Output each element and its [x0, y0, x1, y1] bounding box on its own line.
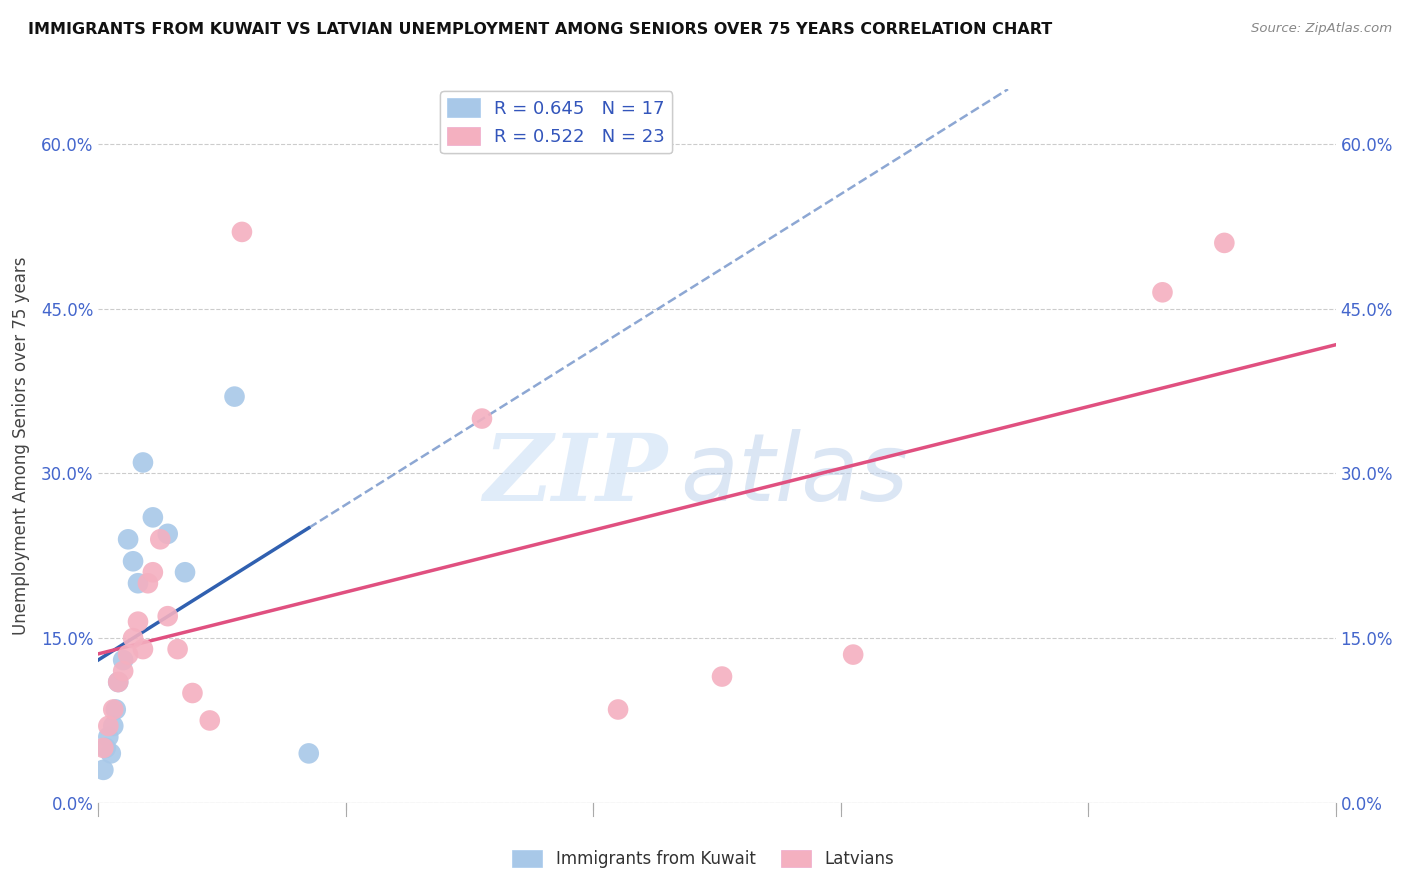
Point	[107, 675, 129, 690]
Text: ZIP: ZIP	[484, 430, 668, 519]
Point	[142, 566, 165, 580]
Point	[166, 642, 188, 657]
Point	[97, 730, 120, 744]
Text: atlas: atlas	[681, 429, 908, 520]
Point	[842, 648, 865, 662]
Text: IMMIGRANTS FROM KUWAIT VS LATVIAN UNEMPLOYMENT AMONG SENIORS OVER 75 YEARS CORRE: IMMIGRANTS FROM KUWAIT VS LATVIAN UNEMPL…	[28, 22, 1052, 37]
Point	[107, 675, 129, 690]
Point	[97, 719, 120, 733]
Point	[149, 533, 172, 547]
Point	[198, 714, 221, 728]
Point	[181, 686, 204, 700]
Point	[607, 702, 630, 716]
Point	[136, 576, 159, 591]
Point	[103, 702, 125, 716]
Text: Source: ZipAtlas.com: Source: ZipAtlas.com	[1251, 22, 1392, 36]
Point	[122, 631, 145, 645]
Point	[103, 719, 125, 733]
Point	[174, 566, 197, 580]
Point	[100, 747, 122, 761]
Point	[93, 740, 115, 755]
Point	[94, 740, 117, 755]
Point	[112, 664, 135, 678]
Point	[231, 225, 253, 239]
Point	[117, 533, 139, 547]
Legend: Immigrants from Kuwait, Latvians: Immigrants from Kuwait, Latvians	[506, 843, 900, 875]
Point	[132, 455, 155, 469]
Point	[711, 669, 734, 683]
Point	[117, 648, 139, 662]
Point	[1152, 285, 1174, 300]
Point	[298, 747, 321, 761]
Point	[224, 390, 246, 404]
Point	[132, 642, 155, 657]
Point	[122, 554, 145, 568]
Point	[104, 702, 127, 716]
Legend: R = 0.645   N = 17, R = 0.522   N = 23: R = 0.645 N = 17, R = 0.522 N = 23	[440, 91, 672, 153]
Point	[93, 763, 115, 777]
Point	[142, 510, 165, 524]
Point	[112, 653, 135, 667]
Point	[156, 609, 179, 624]
Y-axis label: Unemployment Among Seniors over 75 years: Unemployment Among Seniors over 75 years	[11, 257, 30, 635]
Point	[127, 576, 149, 591]
Point	[1213, 235, 1236, 250]
Point	[127, 615, 149, 629]
Point	[471, 411, 494, 425]
Point	[156, 526, 179, 541]
